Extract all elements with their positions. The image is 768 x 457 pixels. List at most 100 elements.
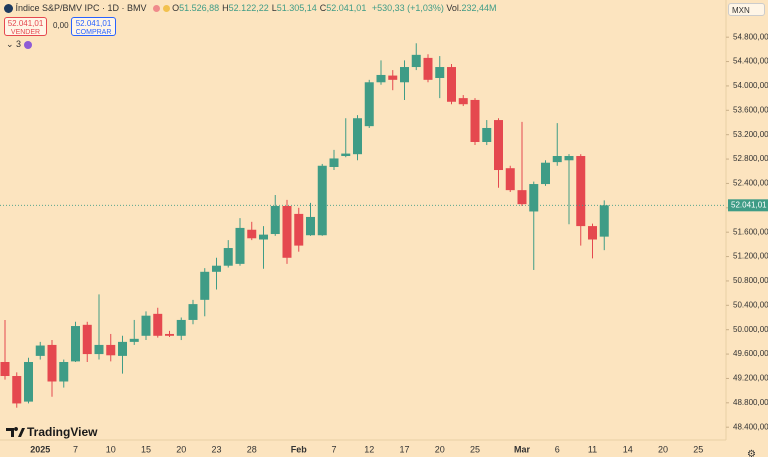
candle-body	[294, 213, 304, 246]
candle-body	[588, 226, 597, 240]
brand-logo	[6, 427, 25, 437]
candle-body	[447, 67, 456, 102]
sell-price: 52.041,01	[7, 19, 44, 28]
x-tick-label: 17	[399, 444, 409, 454]
ohlc-key: L	[271, 3, 277, 13]
candle-body	[306, 216, 315, 236]
ohlc: O51.526,88 H52.122,22 L51.305,14 C52.041,01	[172, 3, 369, 13]
candle-body	[118, 341, 127, 356]
y-tick-label: 54.000,00	[733, 81, 768, 90]
candle-body	[435, 67, 445, 79]
y-tick-label: 53.600,00	[733, 105, 768, 114]
candle-body	[517, 190, 527, 205]
indicator-icon	[23, 40, 32, 49]
ohlc-key: H	[222, 3, 229, 13]
y-tick-label: 48.800,00	[733, 398, 768, 407]
indicators-row[interactable]: ⌄ 3	[6, 39, 32, 50]
y-tick-label: 48.400,00	[733, 422, 768, 431]
y-tick-label: 51.200,00	[733, 252, 768, 261]
candle-body	[259, 234, 268, 240]
x-tick-label: 2025	[30, 444, 50, 454]
y-tick-label: 54.800,00	[733, 32, 768, 41]
currency-selector[interactable]: MXN	[728, 3, 765, 16]
candle-body	[153, 313, 163, 336]
ohlc-key: O	[172, 3, 180, 13]
candle-body	[388, 75, 398, 80]
candle-body	[212, 265, 221, 272]
ohlc-value: 51.305,14	[276, 3, 317, 13]
candle-body	[235, 227, 245, 264]
spread: 0,00	[53, 21, 69, 30]
x-tick-label: Feb	[291, 444, 308, 454]
ohlc-value: 52.041,01	[326, 3, 367, 13]
y-tick-label: 49.200,00	[733, 374, 768, 383]
candle-body	[353, 118, 362, 155]
price-label: 52.041,01	[731, 200, 767, 209]
candle-body	[0, 361, 10, 377]
x-tick-label: 10	[106, 444, 116, 454]
candle-body	[576, 156, 586, 227]
candle-body	[165, 333, 174, 336]
candle-body	[176, 319, 186, 336]
y-tick-label: 51.600,00	[733, 227, 768, 236]
candle-body	[458, 98, 468, 105]
x-tick-label: 25	[470, 444, 480, 454]
x-tick-label: Mar	[514, 444, 531, 454]
candle-body	[141, 315, 151, 336]
x-tick-label: 14	[623, 444, 633, 454]
x-tick-label: 20	[435, 444, 445, 454]
change: +530,33 (+1,03%)	[371, 3, 444, 13]
buy-label: COMPRAR	[75, 29, 112, 36]
status-dot[interactable]	[162, 5, 170, 13]
y-tick-label: 49.600,00	[733, 349, 768, 358]
x-tick-label: 28	[247, 444, 257, 454]
sell-button[interactable]: 52.041,01 VENDER	[4, 17, 47, 36]
ohlc-value: 52.122,22	[228, 3, 269, 13]
x-tick-label: 7	[331, 444, 336, 454]
candle-body	[470, 99, 480, 142]
candle-body	[529, 184, 539, 212]
buy-price: 52.041,01	[75, 19, 112, 28]
candle-body	[282, 205, 292, 258]
candle-body	[106, 344, 116, 356]
x-tick-label: 23	[211, 444, 221, 454]
candle-body	[564, 156, 574, 161]
candle-body	[270, 205, 280, 235]
candle-body	[200, 271, 210, 300]
candle-body	[411, 54, 421, 68]
candle-body	[35, 345, 45, 356]
currency: MXN	[732, 6, 750, 15]
candle-body	[223, 248, 233, 266]
candle-body	[12, 376, 22, 404]
buy-button[interactable]: 52.041,01 COMPRAR	[71, 17, 116, 36]
settings-icon[interactable]: ⚙	[747, 449, 756, 457]
y-tick-label: 52.800,00	[733, 154, 768, 163]
candle-body	[494, 120, 503, 171]
y-tick-label: 54.400,00	[733, 57, 768, 66]
candle-body	[400, 67, 409, 83]
y-tick-label: 50.000,00	[733, 325, 768, 334]
candle-body	[599, 205, 609, 237]
price-label-bg	[728, 199, 768, 212]
indicators-count: 3	[16, 39, 22, 49]
candle-body	[541, 162, 550, 185]
candle-body	[47, 344, 57, 382]
y-tick-label: 53.200,00	[733, 130, 768, 139]
brand: TradingView	[27, 425, 98, 439]
ohlc-value: 51.526,88	[179, 3, 220, 13]
ohlc-key: C	[319, 3, 327, 13]
candle-body	[317, 165, 327, 236]
header-row: Índice S&P/BMV IPC · 1D · BMV O51.526,88…	[4, 3, 496, 14]
x-tick-label: 11	[588, 444, 597, 454]
candle-body	[24, 361, 33, 402]
volume-key: Vol.	[446, 3, 462, 13]
status-dot[interactable]	[153, 5, 161, 13]
candle-body	[59, 361, 69, 382]
candle-body	[188, 304, 198, 320]
candle-body	[71, 326, 80, 362]
candle-body	[94, 344, 104, 355]
candle-body	[552, 156, 562, 163]
candle-body	[341, 153, 351, 157]
candle-body	[129, 338, 139, 342]
